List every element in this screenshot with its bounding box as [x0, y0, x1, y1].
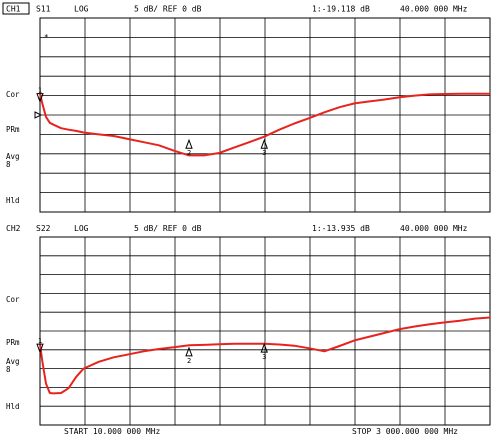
marker-2-label: 2: [187, 149, 191, 157]
marker-1-triangle: [36, 93, 44, 104]
channel-2-scale: 5 dB/ REF 0 dB: [134, 224, 202, 233]
channel-2-header: CH2 S22 LOG 5 dB/ REF 0 dB 1:-13.935 dB …: [6, 224, 468, 233]
channel-1-scale: 5 dB/ REF 0 dB: [134, 5, 202, 14]
channel-2-avg-label: Avg: [6, 357, 20, 366]
channel-1-side-labels: * Cor PRm Avg 8 Hld: [6, 33, 49, 205]
channel-2-marker-readout: 1:-13.935 dB: [312, 224, 370, 233]
marker-2-triangle: [185, 346, 193, 357]
channel-1-label: CH1: [6, 5, 21, 14]
marker-1-label: 1: [38, 337, 42, 345]
marker-2-label: 2: [187, 357, 191, 365]
start-frequency: START 10.000 000 MHz: [64, 427, 161, 436]
channel-2-marker-freq: 40.000 000 MHz: [400, 224, 468, 233]
channel-1-markers: 1 2 3: [36, 87, 268, 157]
channel-2-format: LOG: [74, 224, 89, 233]
channel-2-grid: [39, 236, 491, 426]
channel-2-side-labels: Cor PRm Avg 8 Hld: [6, 295, 20, 411]
marker-1-triangle: [36, 343, 44, 354]
marker-3-triangle: [260, 342, 268, 353]
sweep-footer: START 10.000 000 MHz STOP 3 000.000 000 …: [64, 427, 458, 436]
channel-2-label: CH2: [6, 224, 21, 233]
channel-2-trace: [39, 316, 491, 395]
marker-2-triangle: [185, 138, 193, 149]
channel-1-avg-label: Avg: [6, 152, 20, 161]
channel-2-markers: 1 2 3: [36, 337, 268, 365]
channel-1-param: S11: [36, 5, 51, 14]
channel-1-grid: [39, 17, 491, 213]
marker-3-label: 3: [262, 149, 266, 157]
channel-1-avg-count: 8: [6, 160, 11, 169]
channel-1-prm-label: PRm: [6, 125, 20, 134]
channel-1-label-box: [2, 2, 30, 15]
channel-2-param: S22: [36, 224, 51, 233]
marker-3-label: 3: [262, 353, 266, 361]
channel-2-hld-label: Hld: [6, 402, 20, 411]
marker-3-triangle: [260, 138, 268, 149]
channel-1-trace: [39, 92, 490, 157]
channel-1-reference-arrow: [34, 111, 43, 119]
channel-1-cor-label: Cor: [6, 90, 20, 99]
channel-1-header: CH1 S11 LOG 5 dB/ REF 0 dB 1:-19.118 dB …: [2, 2, 468, 15]
marker-1-label: 1: [38, 87, 42, 95]
channel-1-hld-label: Hld: [6, 196, 20, 205]
channel-1-marker-freq: 40.000 000 MHz: [400, 5, 468, 14]
channel-2-cor-label: Cor: [6, 295, 20, 304]
channel-2-avg-count: 8: [6, 365, 11, 374]
channel-1-marker-readout: 1:-19.118 dB: [312, 5, 370, 14]
channel-2-prm-label: PRm: [6, 338, 20, 347]
channel-1-format: LOG: [74, 5, 89, 14]
stop-frequency: STOP 3 000.000 000 MHz: [352, 427, 458, 436]
